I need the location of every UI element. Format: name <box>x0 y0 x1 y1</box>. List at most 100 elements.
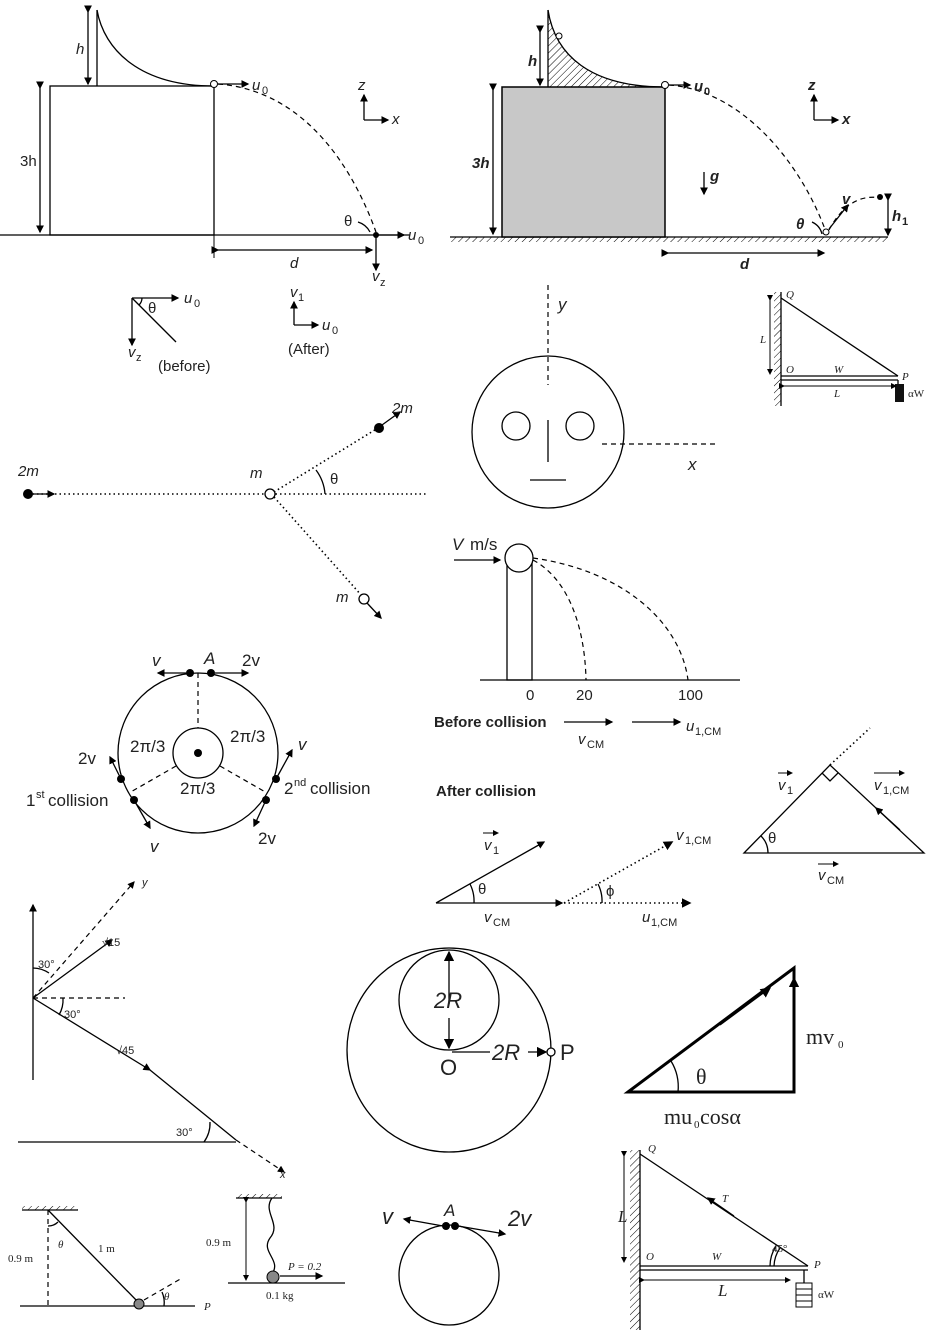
fig16-L2-label: L <box>717 1281 727 1300</box>
fig7-second_rest-label: collision <box>310 779 370 798</box>
fig8-vcm-label: v <box>578 731 587 748</box>
fig8-v1cm-label: v <box>676 827 685 844</box>
fig7-v_bottom-label: v <box>150 837 160 856</box>
fig1-theta-label: θ <box>148 300 156 317</box>
fig2-u0_sub-label: 0 <box>704 86 710 98</box>
fig13-pendulum: 0.9 m θ 1 m θ P <box>8 1206 211 1313</box>
fig1-vz_sub-label: z <box>136 352 142 364</box>
fig8-after-label: After collision <box>436 783 536 800</box>
fig1-u0_sub-label: 0 <box>262 85 268 97</box>
fig8-v1cm_sub-label: 1,CM <box>685 835 711 847</box>
fig10-x-label: x <box>279 1169 286 1181</box>
fig7-angle_left-label: 2π/3 <box>130 737 165 756</box>
fig8-vcm_sub-label: CM <box>493 917 510 929</box>
fig14-string-mass: 0.9 m P = 0.2 0.1 kg <box>206 1194 345 1302</box>
fig13-P-label: P <box>203 1301 211 1313</box>
fig16-angle-label: 45° <box>772 1243 787 1255</box>
fig2-theta-label: θ <box>796 216 805 233</box>
fig8-u1cm-label: u <box>642 909 651 926</box>
fig14-h-label: 0.9 m <box>206 1237 232 1249</box>
fig11-nested-circles: 2R O 2R P <box>346 947 575 1153</box>
fig10-a2-label: 30° <box>64 1009 81 1021</box>
fig5-O-label: O <box>786 364 794 376</box>
fig1-x-label: x <box>391 111 400 128</box>
fig9-vcm_sub-label: CM <box>827 875 844 887</box>
fig5-Q-label: Q <box>786 289 794 301</box>
fig1-h-label: h <box>76 41 84 58</box>
fig3-m-down: m <box>336 589 349 606</box>
fig12-theta-label: θ <box>696 1064 707 1089</box>
fig1-z-label: z <box>357 77 366 94</box>
fig8-u1cm-label: u <box>686 718 695 735</box>
fig7-second-label: 2 <box>284 779 293 798</box>
fig12-momentum-triangle: mv 0 θ mu 0 cosα <box>623 965 844 1131</box>
fig10-sqrt45-label: √45 <box>116 1045 134 1057</box>
fig12-mu0_sub-label: 0 <box>694 1119 700 1131</box>
fig7-first_sup-label: st <box>36 789 45 801</box>
fig6-unit-label: m/s <box>470 535 497 554</box>
fig2-projectile-bounce: h 3h u 0 g θ v h 1 d z x <box>450 9 908 273</box>
fig1-u0-label: u <box>408 227 417 244</box>
fig8-vcm_sub-label: CM <box>587 739 604 751</box>
fig5-wall-rod-small: Q L O W P L αW <box>759 289 925 406</box>
fig9-v1cm_sub-label: 1,CM <box>883 785 909 797</box>
fig1-projectile-before-after: h 3h u 0 θ u 0 v z d z x θ u 0 v z (befo… <box>0 5 424 375</box>
fig7-first-label: 1 <box>26 791 35 810</box>
fig9-v1cm-label: v <box>874 777 883 794</box>
fig1-u0-label: u <box>184 290 193 307</box>
fig1-after-label: (After) <box>288 341 330 358</box>
fig8-theta-label: θ <box>478 881 486 898</box>
fig5-L_horiz-label: L <box>833 388 840 400</box>
fig8-collision-vectors: Before collision v CM u 1,CM After colli… <box>434 714 721 929</box>
fig6-tick0-label: 0 <box>526 687 534 704</box>
fig14-mass-label: 0.1 kg <box>266 1290 294 1302</box>
fig1-d-label: d <box>290 255 299 272</box>
fig16-Q-label: Q <box>648 1143 656 1155</box>
fig4-face-axes: y x <box>471 285 716 509</box>
fig8-u1cm_sub-label: 1,CM <box>651 917 677 929</box>
fig16-aW-label: αW <box>818 1289 835 1301</box>
fig1-u0_sub-label: 0 <box>332 325 338 337</box>
fig2-three_h-label: 3h <box>472 155 490 172</box>
fig8-v1-label: v <box>484 837 493 854</box>
fig6-pillar-ball: V m/s 0 20 100 <box>452 535 740 704</box>
fig16-P-label: P <box>813 1259 821 1271</box>
fig16-O-label: O <box>646 1251 654 1263</box>
fig13-h-label: 0.9 m <box>8 1253 34 1265</box>
fig2-h-label: h <box>528 53 537 70</box>
fig1-vz-label: v <box>128 344 137 361</box>
fig13-theta-label: θ <box>58 1239 64 1251</box>
fig3-m-center: m <box>250 465 263 482</box>
fig14-P-label: P = 0.2 <box>287 1261 322 1273</box>
fig1-before-label: (before) <box>158 358 211 375</box>
fig1-vz_sub-label: z <box>380 277 386 289</box>
fig3-2m-up: 2m <box>391 400 413 417</box>
fig15-v2-label: 2v <box>507 1206 533 1231</box>
fig11-twoR_v-label: 2R <box>433 988 462 1013</box>
fig2-u0-label: u <box>694 78 703 95</box>
fig7-v_top-label: v <box>152 651 162 670</box>
fig4-y: y <box>557 295 568 314</box>
fig15-A-label: A <box>443 1201 455 1220</box>
fig1-u0-label: u <box>322 317 331 334</box>
fig1-u0_sub-label: 0 <box>418 235 424 247</box>
fig12-mv0-label: mv <box>806 1024 834 1049</box>
fig7-circle-collisions: v A 2v 2π/3 2π/3 2π/3 2v v 1 st collisio… <box>26 649 370 856</box>
fig9-v1-label: v <box>778 777 787 794</box>
fig5-W-label: W <box>834 364 844 376</box>
fig1-v1_sub-label: 1 <box>298 292 304 304</box>
fig8-v1_sub-label: 1 <box>493 845 499 857</box>
fig9-v1_sub-label: 1 <box>787 785 793 797</box>
fig2-h1_sub-label: 1 <box>902 216 908 228</box>
fig2-v-label: v <box>842 191 852 208</box>
fig7-first_rest-label: collision <box>48 791 108 810</box>
fig12-mv0_sub-label: 0 <box>838 1039 844 1051</box>
fig3-theta: θ <box>330 471 338 488</box>
fig2-h1-label: h <box>892 208 901 225</box>
fig7-v2_top-label: 2v <box>242 651 260 670</box>
fig5-L_vert-label: L <box>759 334 766 346</box>
fig10-y-label: y <box>141 877 149 889</box>
fig5-aW-label: αW <box>908 388 925 400</box>
fig12-cos-label: cosα <box>700 1104 741 1129</box>
fig1-3h-label: 3h <box>20 153 37 170</box>
